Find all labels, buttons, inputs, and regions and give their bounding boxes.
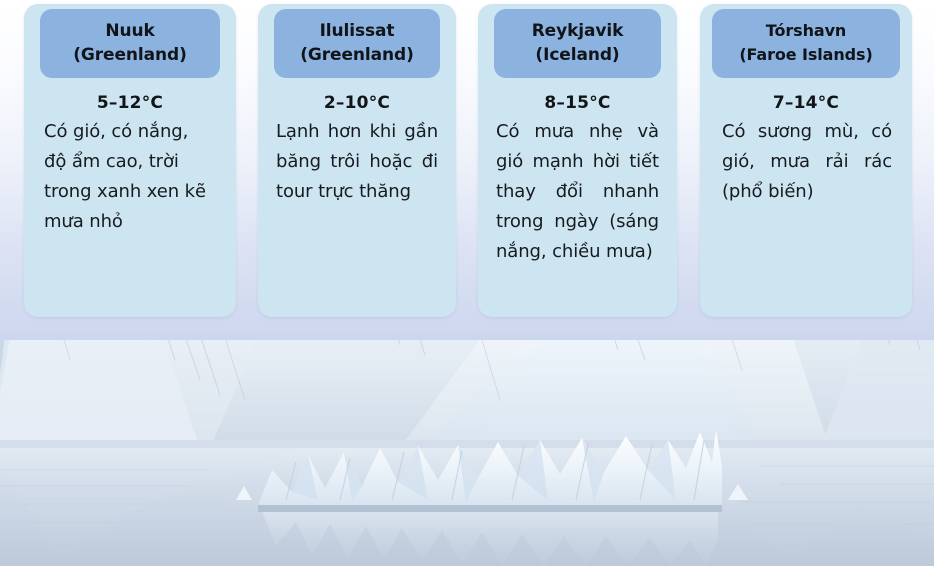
card-header-ilulissat: Ilulissat (Greenland) bbox=[274, 9, 440, 78]
card-region-name: (Faroe Islands) bbox=[739, 45, 873, 64]
card-description-torshavn: Có sương mù, có gió, mưa rải rác (phổ bi… bbox=[722, 121, 892, 202]
card-temperature-ilulissat: 2–10°C bbox=[323, 93, 391, 113]
card-region-name: (Iceland) bbox=[535, 45, 620, 65]
card-region-name: (Greenland) bbox=[73, 45, 187, 65]
weather-card-ilulissat[interactable]: Ilulissat (Greenland) 2–10°C Lạnh hơn kh… bbox=[258, 4, 456, 317]
weather-card-reykjavik[interactable]: Reykjavik (Iceland) 8–15°C Có mưa nhẹ và… bbox=[478, 4, 677, 317]
card-city-name: Nuuk bbox=[105, 21, 155, 41]
weather-card-row: Nuuk (Greenland) 5–12°C Có gió, có nắng,… bbox=[24, 4, 912, 317]
card-header-torshavn: Tórshavn (Faroe Islands) bbox=[712, 9, 900, 78]
card-description-ilulissat: Lạnh hơn khi gần băng trôi hoặc đi tour … bbox=[276, 121, 438, 202]
card-description-nuuk: Có gió, có nắng, độ ẩm cao, trời trong x… bbox=[44, 121, 206, 232]
card-temperature-reykjavik: 8–15°C bbox=[544, 93, 611, 113]
weather-card-nuuk[interactable]: Nuuk (Greenland) 5–12°C Có gió, có nắng,… bbox=[24, 4, 236, 317]
card-city-name: Reykjavik bbox=[531, 21, 624, 41]
card-temperature-nuuk: 5–12°C bbox=[96, 93, 164, 113]
card-city-name: Tórshavn bbox=[765, 21, 847, 40]
card-region-name: (Greenland) bbox=[300, 45, 414, 65]
card-city-name: Ilulissat bbox=[319, 21, 395, 41]
card-header-nuuk: Nuuk (Greenland) bbox=[40, 9, 220, 78]
card-description-reykjavik: Có mưa nhẹ và gió mạnh hời tiết thay đổi… bbox=[496, 121, 659, 262]
card-header-reykjavik: Reykjavik (Iceland) bbox=[494, 9, 661, 78]
card-temperature-torshavn: 7–14°C bbox=[772, 93, 840, 113]
weather-card-torshavn[interactable]: Tórshavn (Faroe Islands) 7–14°C Có sương… bbox=[700, 4, 912, 317]
